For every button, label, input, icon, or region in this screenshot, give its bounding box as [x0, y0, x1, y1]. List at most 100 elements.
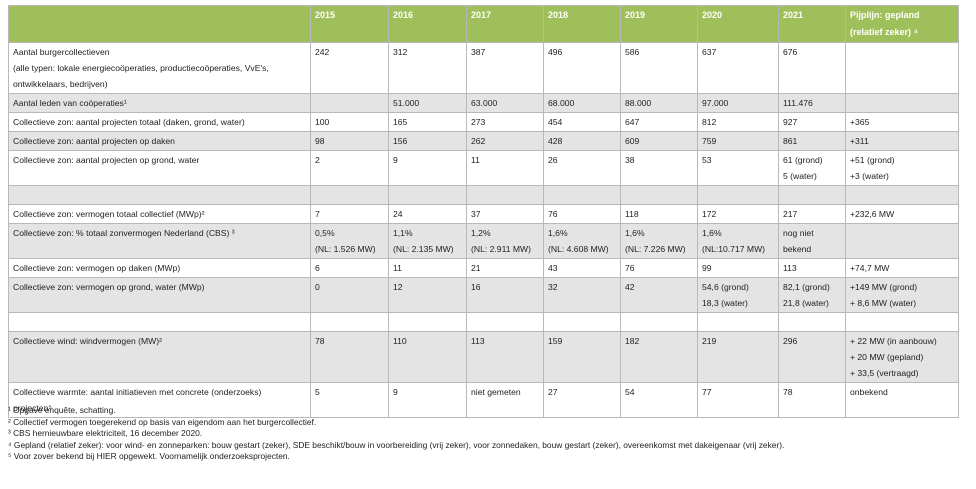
- table-cell: 42: [620, 277, 698, 313]
- cell-line: Collectieve zon: aantal projecten op dak…: [13, 136, 175, 146]
- table-cell: [388, 312, 467, 332]
- cell-line: projecten⁵: [13, 403, 52, 413]
- cell-line: 242: [315, 47, 330, 57]
- table-container: 2015 2016 2017 2018 2019 2020 2021 Pijplijn: ge…: [8, 5, 959, 418]
- table-cell: +51 (grond) +3 (water): [845, 150, 959, 186]
- cell-line: 111.476: [783, 98, 813, 108]
- cell-line: 54,6 (grond): [702, 282, 749, 292]
- table-cell: 0: [310, 277, 389, 313]
- cell-line: Collectieve zon: vermogen op grond, wate…: [13, 282, 205, 292]
- header-cell: 2019: [620, 5, 698, 43]
- cell-line: 53: [702, 155, 712, 165]
- table-cell: 172: [697, 204, 779, 224]
- table-cell: [845, 223, 959, 259]
- table-cell: 100: [310, 112, 389, 132]
- table-cell: + 22 MW (in aanbouw) + 20 MW (gepland) + 3…: [845, 331, 959, 383]
- table-cell: Collectieve zon: % totaal zonvermogen Ne…: [8, 223, 311, 259]
- table-cell: 861: [778, 131, 846, 151]
- cell-line: 37: [471, 209, 481, 219]
- cell-line: ontwikkelaars, bedrijven): [13, 79, 108, 89]
- table-cell: 78: [310, 331, 389, 383]
- cell-line: +232,6 MW: [850, 209, 895, 219]
- cell-line: (alle typen: lokale energiecoöperaties, …: [13, 63, 269, 73]
- cell-line: 165: [393, 117, 408, 127]
- table-cell: 812: [697, 112, 779, 132]
- cell-line: 9: [393, 155, 398, 165]
- cell-line: +149 MW (grond): [850, 282, 918, 292]
- cell-line: 1,6%: [548, 228, 568, 238]
- header-row: 2015 2016 2017 2018 2019 2020 2021 Pijplijn: ge…: [8, 5, 959, 43]
- table-cell: Collectieve warmte: aantal initiatieven …: [8, 382, 311, 418]
- table-cell: [310, 185, 389, 205]
- cell-line: 637: [702, 47, 717, 57]
- cell-line: 27: [548, 387, 558, 397]
- table-row: Collectieve zon: vermogen op grond, wate…: [8, 277, 959, 313]
- cell-line: + 20 MW (gepland): [850, 352, 924, 362]
- cell-line: 5: [315, 387, 320, 397]
- table-cell: 273: [466, 112, 544, 132]
- table-cell: [543, 312, 621, 332]
- table-cell: 1,6% (NL:10.717 MW): [697, 223, 779, 259]
- header-cell: 2017: [466, 5, 544, 43]
- cell-line: 2: [315, 155, 320, 165]
- table-cell: 11: [466, 150, 544, 186]
- table-cell: 182: [620, 331, 698, 383]
- table-cell: 586: [620, 42, 698, 94]
- table-cell: 927: [778, 112, 846, 132]
- cell-line: 18,3 (water): [702, 298, 748, 308]
- cell-line: Collectieve zon: aantal projecten totaal…: [13, 117, 245, 127]
- cell-line: (NL: 7.226 MW): [625, 244, 686, 254]
- table-cell: 11: [388, 258, 467, 278]
- table-cell: 53: [697, 150, 779, 186]
- header-cell: 2016: [388, 5, 467, 43]
- footnote: ¹ Opgave enquête, schatting.: [8, 405, 116, 415]
- table-cell: 43: [543, 258, 621, 278]
- cell-line: Collectieve wind: windvermogen (MW)²: [13, 336, 163, 346]
- cell-line: + 22 MW (in aanbouw): [850, 336, 937, 346]
- table-cell: 68.000: [543, 93, 621, 113]
- table-cell: [620, 185, 698, 205]
- table-cell: 12: [388, 277, 467, 313]
- data-table: 2015 2016 2017 2018 2019 2020 2021 Pijplijn: ge…: [8, 5, 959, 418]
- table-cell: 5: [310, 382, 389, 418]
- cell-line: 156: [393, 136, 408, 146]
- cell-line: 113: [471, 336, 485, 346]
- cell-line: 78: [783, 387, 793, 397]
- cell-line: 63.000: [471, 98, 498, 108]
- cell-line: 68.000: [548, 98, 575, 108]
- table-row: Collectieve zon: % totaal zonvermogen Ne…: [8, 223, 959, 259]
- table-row: Collectieve zon: aantal projecten totaal…: [8, 112, 959, 132]
- table-cell: 99: [697, 258, 779, 278]
- cell-line: Collectieve zon: aantal projecten op gro…: [13, 155, 200, 165]
- cell-line: 647: [625, 117, 640, 127]
- table-cell: +149 MW (grond) + 8,6 MW (water): [845, 277, 959, 313]
- table-cell: 77: [697, 382, 779, 418]
- cell-line: 76: [548, 209, 558, 219]
- table-cell: Aantal leden van coöperaties¹: [8, 93, 311, 113]
- cell-line: 61 (grond): [783, 155, 823, 165]
- table-cell: 21: [466, 258, 544, 278]
- cell-line: 1,6%: [625, 228, 645, 238]
- table-cell: +365: [845, 112, 959, 132]
- table-cell: Collectieve zon: aantal projecten op gro…: [8, 150, 311, 186]
- table-cell: 97.000: [697, 93, 779, 113]
- footnote: ⁵ Voor zover bekend bij HIER opgewekt. V…: [8, 451, 290, 461]
- table-cell: 454: [543, 112, 621, 132]
- table-cell: Collectieve zon: vermogen op daken (MWp): [8, 258, 311, 278]
- table-cell: 61 (grond) 5 (water): [778, 150, 846, 186]
- table-cell: 38: [620, 150, 698, 186]
- table-row: Aantal leden van coöperaties¹ 51.000 63.00…: [8, 93, 959, 113]
- header-cell: 2018: [543, 5, 621, 43]
- cell-line: 428: [548, 136, 563, 146]
- cell-line: 38: [625, 155, 635, 165]
- cell-line: 113: [783, 263, 797, 273]
- table-cell: [845, 185, 959, 205]
- table-row: [8, 312, 959, 332]
- table-cell: 78: [778, 382, 846, 418]
- cell-line: +51 (grond): [850, 155, 895, 165]
- table-cell: 2: [310, 150, 389, 186]
- table-cell: [697, 185, 779, 205]
- table-cell: [543, 185, 621, 205]
- cell-line: +74,7 MW: [850, 263, 890, 273]
